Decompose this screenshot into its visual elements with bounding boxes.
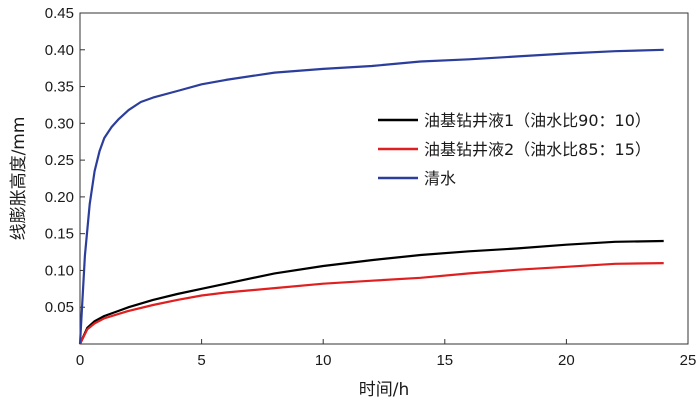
legend-label-2: 油基钻井液2（油水比85：15） xyxy=(424,140,651,159)
series-lines xyxy=(78,48,664,345)
x-tick-label: 25 xyxy=(680,352,697,369)
y-tick-label: 0.40 xyxy=(45,42,74,59)
legend: 油基钻井液1（油水比90：10） 油基钻井液2（油水比85：15） 清水 xyxy=(378,111,651,188)
y-tick-label: 0.35 xyxy=(45,79,74,96)
x-tick-label: 10 xyxy=(315,352,332,369)
x-axis-title: 时间/h xyxy=(359,380,410,400)
y-tick-label: 0.30 xyxy=(45,115,74,132)
x-tick-label: 5 xyxy=(197,352,205,369)
x-tick-label: 0 xyxy=(76,352,84,369)
y-tick-label: 0.10 xyxy=(45,262,74,279)
x-tick-label: 15 xyxy=(436,352,453,369)
y-tick-label: 0.20 xyxy=(45,189,74,206)
y-tick-label: 0.25 xyxy=(45,152,74,169)
legend-label-3: 清水 xyxy=(424,169,456,188)
series-line-1 xyxy=(78,239,664,345)
y-axis-title: 线膨胀高度/mm xyxy=(9,117,29,241)
axes: 0.05 0.10 0.15 0.20 0.25 0.30 0.35 0.40 0.45 0 5 10… xyxy=(45,5,697,369)
series-line-3 xyxy=(78,48,664,345)
y-tick-label: 0.45 xyxy=(45,5,74,22)
x-tick-label: 20 xyxy=(558,352,575,369)
y-tick-label: 0.05 xyxy=(45,299,74,316)
legend-label-1: 油基钻井液1（油水比90：10） xyxy=(424,111,651,130)
y-tick-label: 0.15 xyxy=(45,226,74,243)
series-line-2 xyxy=(79,262,664,345)
plot-frame xyxy=(79,12,689,345)
